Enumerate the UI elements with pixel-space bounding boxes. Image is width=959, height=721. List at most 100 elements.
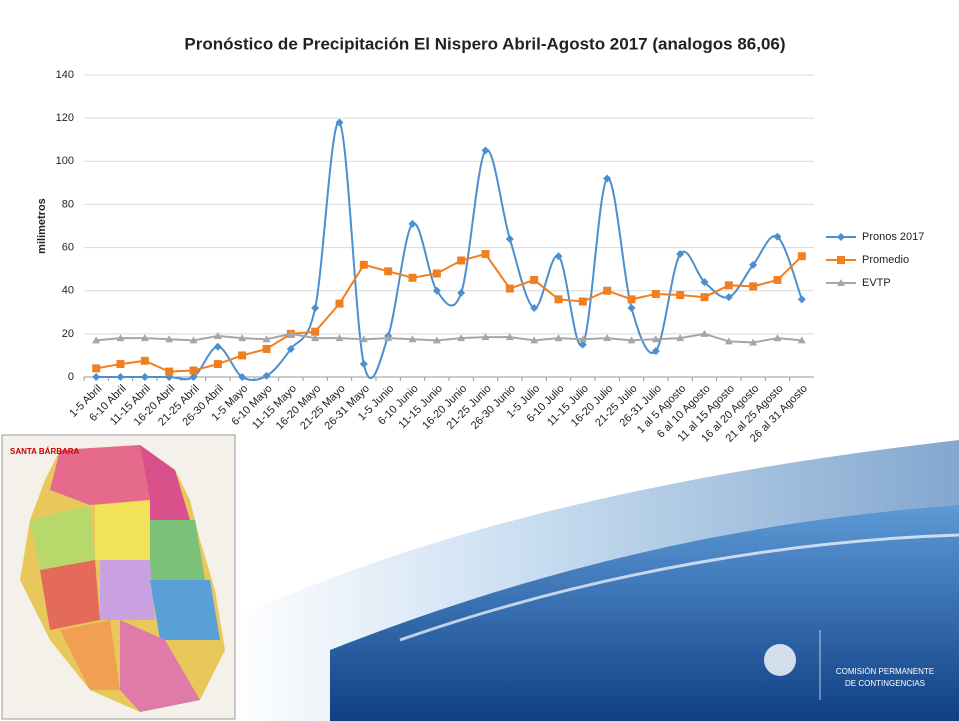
point <box>335 118 344 127</box>
y-tick-label: 100 <box>56 155 74 167</box>
point <box>116 360 125 369</box>
point <box>140 356 149 365</box>
point <box>676 334 685 342</box>
point <box>408 335 417 343</box>
legend-label: Pronos 2017 <box>862 231 924 243</box>
point <box>384 267 393 276</box>
point <box>578 335 587 343</box>
point <box>505 234 514 243</box>
point <box>432 286 441 295</box>
legend-label: Promedio <box>862 254 909 266</box>
point <box>676 291 685 300</box>
series-line <box>96 121 803 382</box>
point <box>335 299 344 308</box>
point <box>749 282 758 291</box>
point <box>554 252 563 261</box>
point <box>481 333 490 341</box>
point <box>165 367 174 376</box>
point <box>213 360 222 369</box>
point <box>92 364 101 373</box>
logo-text: COMISIÓN PERMANENTE <box>836 667 934 676</box>
point <box>505 284 514 293</box>
point <box>286 329 295 337</box>
point <box>481 146 490 155</box>
point <box>359 260 368 269</box>
point <box>797 336 806 344</box>
point <box>408 219 417 228</box>
point <box>700 293 709 302</box>
point <box>505 333 514 341</box>
point <box>262 335 271 343</box>
point <box>359 360 368 369</box>
point <box>700 329 709 337</box>
point <box>116 373 125 381</box>
point <box>408 273 417 282</box>
point <box>481 250 490 259</box>
point <box>627 303 636 312</box>
series-line <box>96 332 802 344</box>
map: SANTA BÁRBARA <box>1 434 236 720</box>
point <box>603 286 612 295</box>
point <box>676 250 685 259</box>
point <box>238 351 247 360</box>
point <box>335 334 344 342</box>
map-title: SANTA BÁRBARA <box>10 447 80 456</box>
point <box>165 335 174 343</box>
point <box>140 373 149 381</box>
y-tick-label: 80 <box>62 198 74 210</box>
point <box>359 335 368 343</box>
point <box>189 373 198 381</box>
y-tick-label: 120 <box>56 112 74 124</box>
chart-title: Pronóstico de Precipitación El Nispero A… <box>184 34 785 53</box>
point <box>603 334 612 342</box>
point <box>578 340 587 349</box>
point <box>627 336 636 344</box>
series-line <box>95 252 803 373</box>
point <box>530 303 539 312</box>
point <box>554 295 563 304</box>
point <box>213 342 222 351</box>
y-tick-label: 20 <box>62 328 74 340</box>
y-tick-label: 140 <box>56 69 74 81</box>
y-tick-label: 0 <box>68 371 74 383</box>
point <box>837 256 845 264</box>
point <box>286 344 295 353</box>
point <box>238 334 247 342</box>
point <box>213 332 222 340</box>
logo-text: DE CONTINGENCIAS <box>845 679 925 688</box>
y-axis-label: milimetros <box>36 198 48 254</box>
point <box>603 174 612 183</box>
point <box>92 336 101 344</box>
point <box>432 336 441 344</box>
swoosh-line <box>399 533 959 642</box>
logo: COMISIÓN PERMANENTE DE CONTINGENCIAS <box>764 630 934 700</box>
point <box>797 252 806 261</box>
y-tick-label: 60 <box>62 241 74 253</box>
point <box>651 335 660 343</box>
point <box>837 279 845 286</box>
point <box>116 334 125 342</box>
point <box>578 297 587 306</box>
point <box>724 293 733 302</box>
point <box>651 289 660 298</box>
point <box>651 347 660 356</box>
point <box>457 256 466 265</box>
point <box>311 327 320 336</box>
point <box>189 336 198 344</box>
point <box>797 295 806 304</box>
y-tick-label: 40 <box>62 285 74 297</box>
point <box>189 366 198 375</box>
point <box>262 371 271 380</box>
point <box>749 338 758 346</box>
point <box>311 334 320 342</box>
point <box>262 344 271 353</box>
point <box>457 288 466 297</box>
swoosh <box>330 505 959 721</box>
point <box>773 334 782 342</box>
point <box>140 334 149 342</box>
point <box>749 260 758 269</box>
point <box>92 373 101 381</box>
point <box>724 281 733 290</box>
point <box>457 334 466 342</box>
point <box>311 303 320 312</box>
